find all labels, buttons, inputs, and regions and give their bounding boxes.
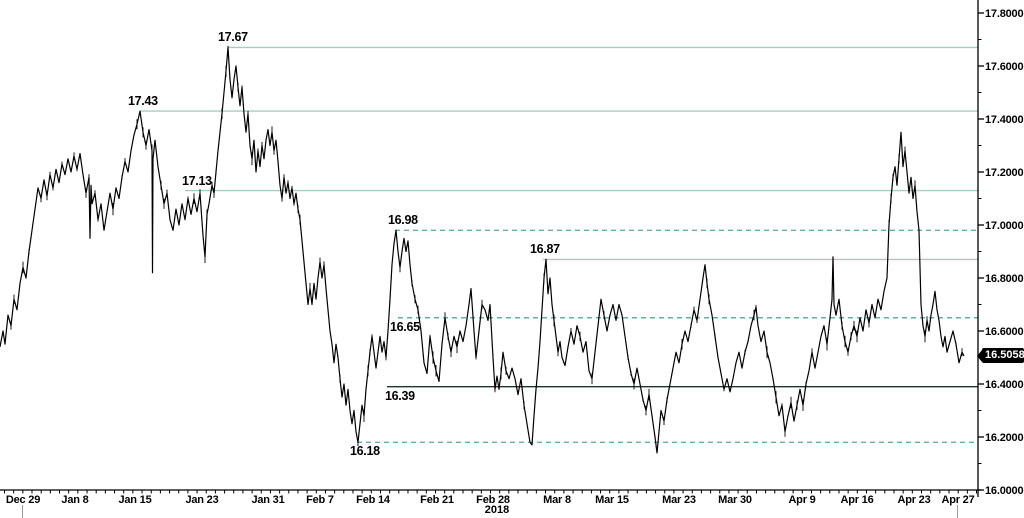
x-axis-tick-label: Apr 27 bbox=[941, 494, 974, 506]
y-axis-tick-label: 16.6000 bbox=[985, 326, 1023, 338]
x-axis-tick-label: Mar 23 bbox=[662, 494, 696, 506]
y-axis-tick-label: 16.4000 bbox=[985, 379, 1023, 391]
badge-arrow-icon bbox=[977, 349, 982, 362]
y-axis-tick-label: 17.6000 bbox=[985, 61, 1023, 73]
y-axis-tick-label: 16.8000 bbox=[985, 273, 1023, 285]
level-label-16.98: 16.98 bbox=[388, 213, 418, 228]
x-axis-tick-label: Feb 28 bbox=[476, 494, 510, 506]
y-axis-tick-label: 16.0000 bbox=[985, 485, 1023, 497]
y-axis-tick-label: 17.0000 bbox=[985, 220, 1023, 232]
year-separator bbox=[22, 505, 23, 518]
x-axis-tick-label: Feb 7 bbox=[306, 494, 334, 506]
x-axis-tick-label: Mar 15 bbox=[595, 494, 629, 506]
level-label-16.18: 16.18 bbox=[350, 444, 380, 459]
x-axis-year-label: 2018 bbox=[484, 504, 510, 516]
x-axis-tick-label: Apr 23 bbox=[897, 494, 930, 506]
x-axis-tick-label: Dec 29 bbox=[6, 494, 40, 506]
x-axis-tick-label: Jan 15 bbox=[118, 494, 151, 506]
level-label-16.65: 16.65 bbox=[390, 319, 420, 334]
x-axis-tick-label: Apr 9 bbox=[788, 494, 815, 506]
last-price-value: 16.5058 bbox=[985, 349, 1024, 362]
price-line bbox=[0, 46, 965, 454]
level-label-16.87: 16.87 bbox=[530, 242, 560, 257]
last-price-badge: 16.5058 bbox=[977, 348, 1024, 364]
level-label-16.39: 16.39 bbox=[385, 388, 415, 403]
level-label-17.67: 17.67 bbox=[218, 30, 248, 45]
x-axis-tick-label: Feb 21 bbox=[420, 494, 454, 506]
level-label-17.43: 17.43 bbox=[128, 94, 158, 109]
x-axis-tick-label: Mar 8 bbox=[543, 494, 571, 506]
x-axis-tick-label: Feb 14 bbox=[356, 494, 391, 506]
y-axis-tick-label: 17.8000 bbox=[985, 8, 1023, 20]
x-axis-tick-label: Apr 16 bbox=[840, 494, 873, 506]
level-label-17.13: 17.13 bbox=[182, 173, 212, 188]
y-axis-tick-label: 16.2000 bbox=[985, 432, 1023, 444]
x-axis-tick-label: Mar 30 bbox=[718, 494, 752, 506]
x-axis-tick-label: Jan 8 bbox=[61, 494, 88, 506]
x-axis-tick-label: Jan 23 bbox=[185, 494, 218, 506]
y-axis-tick-label: 17.4000 bbox=[985, 114, 1023, 126]
year-separator bbox=[957, 505, 958, 518]
y-axis-tick-label: 17.2000 bbox=[985, 167, 1023, 179]
x-axis-tick-label: Jan 31 bbox=[251, 494, 284, 506]
